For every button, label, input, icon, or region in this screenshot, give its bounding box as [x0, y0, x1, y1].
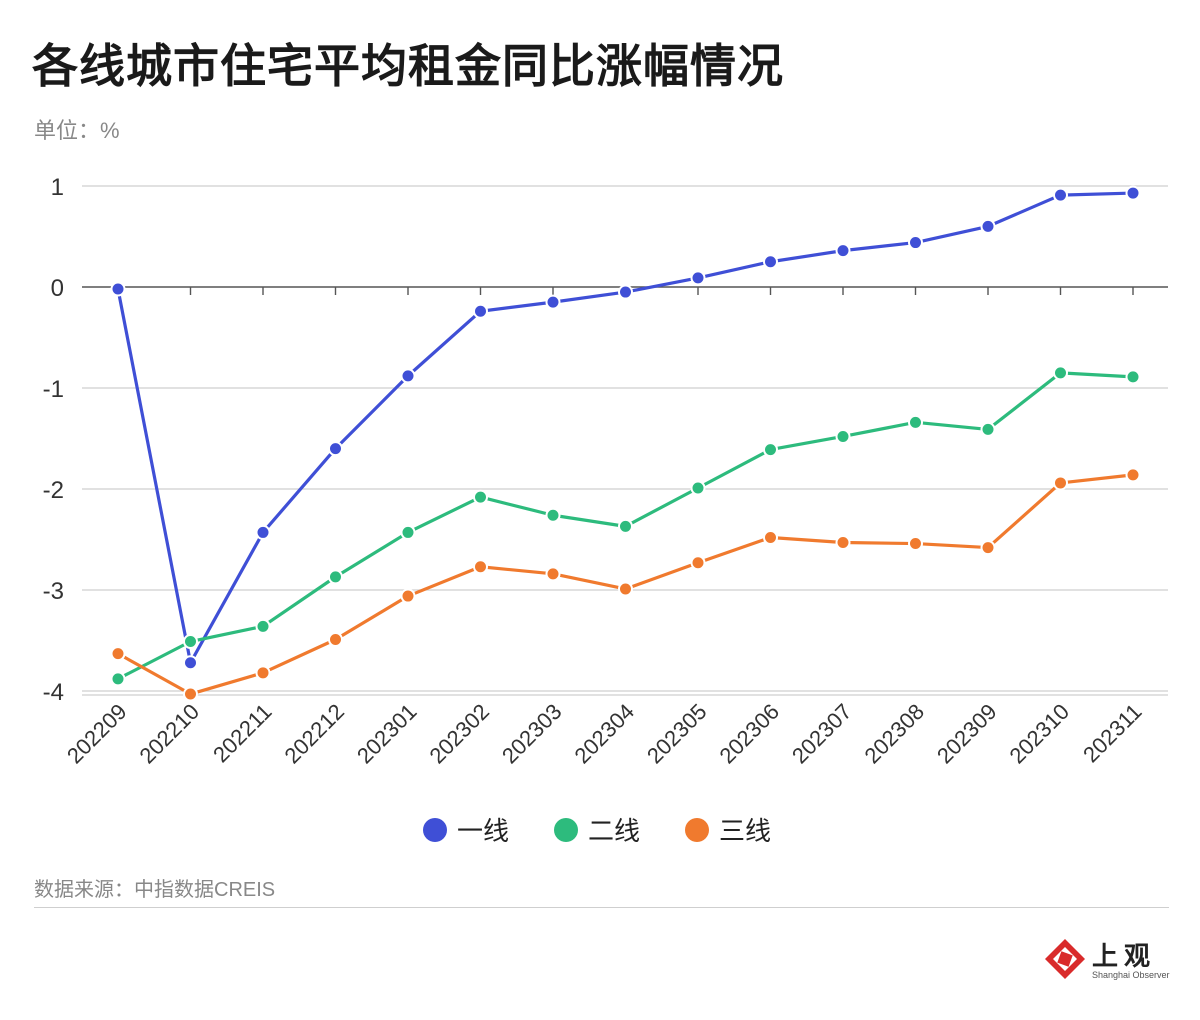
y-tick-label: -4: [43, 679, 64, 706]
data-point: [110, 671, 126, 687]
data-point: [545, 566, 561, 582]
x-tick-label: 202310: [1004, 699, 1074, 769]
shanghai-observer-logo[interactable]: 上观 Shanghai Observer: [1044, 936, 1170, 982]
data-point: [908, 235, 923, 251]
data-point: [473, 559, 488, 575]
data-point: [835, 428, 851, 444]
data-point: [980, 540, 996, 556]
data-point: [110, 646, 126, 662]
x-tick-label: 202311: [1078, 699, 1146, 767]
data-point: [618, 284, 633, 300]
data-point: [183, 655, 198, 671]
data-point: [908, 536, 923, 552]
x-tick-label: 202307: [787, 699, 857, 769]
data-point: [835, 535, 851, 551]
data-point: [328, 441, 343, 457]
legend-label: 一线: [457, 816, 509, 846]
data-point: [110, 281, 126, 297]
x-tick-label: 202209: [62, 699, 132, 769]
y-tick-label: -3: [43, 578, 64, 605]
data-point: [255, 665, 271, 681]
logo-english-text: Shanghai Observer: [1092, 970, 1170, 980]
logo-mark-icon: [1045, 939, 1085, 979]
legend-label: 二线: [588, 816, 640, 846]
data-point: [1125, 185, 1141, 201]
data-point: [400, 524, 416, 540]
x-tick-label: 202302: [424, 699, 494, 769]
data-point: [328, 631, 343, 647]
unit-label: 单位：%: [34, 118, 120, 143]
x-tick-label: 202301: [352, 699, 422, 769]
x-tick-label: 202210: [134, 699, 204, 769]
source-divider: [34, 907, 1169, 908]
data-point: [618, 581, 633, 597]
data-point: [473, 303, 488, 319]
data-point: [328, 569, 343, 585]
data-point: [980, 218, 996, 234]
data-point: [1125, 369, 1141, 385]
x-tick-label: 202308: [859, 699, 929, 769]
legend-label: 三线: [719, 816, 771, 846]
data-point: [1125, 467, 1141, 483]
x-tick-label: 202211: [208, 699, 276, 767]
y-tick-label: 1: [51, 174, 64, 201]
data-source: 数据来源：中指数据CREIS: [34, 879, 276, 901]
data-point: [545, 294, 561, 310]
x-tick-label: 202212: [279, 699, 349, 769]
data-point: [835, 243, 851, 259]
legend-marker: [423, 818, 447, 842]
x-tick-label: 202303: [497, 699, 567, 769]
data-point: [473, 489, 488, 505]
y-tick-label: -2: [43, 477, 64, 504]
x-tick-label: 202306: [714, 699, 784, 769]
data-point: [1053, 475, 1068, 491]
data-point: [400, 368, 416, 384]
data-point: [763, 442, 778, 458]
data-point: [690, 555, 706, 571]
data-point: [1053, 365, 1068, 381]
x-tick-label: 202305: [642, 699, 712, 769]
data-point: [690, 270, 706, 286]
data-point: [908, 414, 923, 430]
data-point: [690, 480, 706, 496]
y-tick-label: -1: [43, 376, 64, 403]
y-tick-label: 0: [51, 275, 64, 302]
data-point: [183, 634, 198, 650]
data-point: [980, 421, 996, 437]
data-point: [763, 529, 778, 545]
legend-marker: [554, 818, 578, 842]
logo-chinese-text: 上观: [1092, 942, 1157, 972]
data-point: [1053, 187, 1068, 203]
legend-marker: [685, 818, 709, 842]
x-tick-label: 202309: [932, 699, 1002, 769]
data-point: [183, 686, 198, 702]
data-point: [763, 254, 778, 270]
data-point: [545, 507, 561, 523]
data-point: [618, 518, 633, 534]
data-point: [255, 524, 271, 540]
chart-title: 各线城市住宅平均租金同比涨幅情况: [32, 40, 784, 92]
data-point: [255, 618, 271, 634]
data-point: [400, 588, 416, 604]
x-tick-label: 202304: [569, 699, 639, 769]
